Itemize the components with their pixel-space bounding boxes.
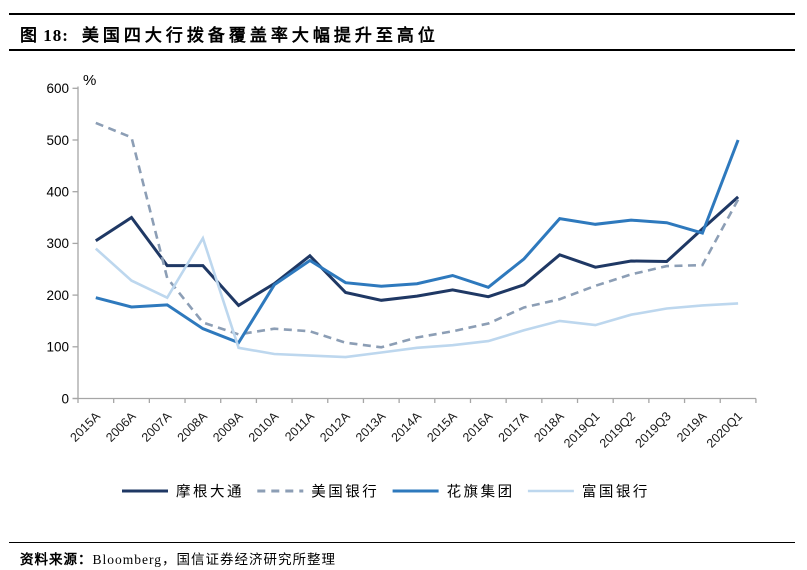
figure-number: 图 18: xyxy=(20,26,69,45)
x-category-label: 2008A xyxy=(175,409,211,445)
legend-label-jpmorgan-chase: 摩根大通 xyxy=(176,483,244,501)
source-label: 资料来源： xyxy=(20,552,93,567)
title-divider-rule xyxy=(9,49,795,51)
y-tick-label: 600 xyxy=(46,81,69,96)
x-category-label: 2012A xyxy=(317,409,353,445)
x-category-label: 2017A xyxy=(496,409,532,445)
source-text: Bloomberg，国信证券经济研究所整理 xyxy=(92,552,336,567)
series-line-bank-of-america xyxy=(95,121,740,349)
y-tick-label: 0 xyxy=(61,391,69,406)
legend-label-wells-fargo: 富国银行 xyxy=(582,483,650,501)
x-category-label: 2007A xyxy=(139,409,175,445)
y-tick-label: 300 xyxy=(46,236,69,251)
x-category-label: 2014A xyxy=(389,409,425,445)
x-category-label: 2013A xyxy=(353,409,389,445)
x-category-label: 2009A xyxy=(210,409,246,445)
x-category-label: 2006A xyxy=(103,409,139,445)
y-tick-label: 200 xyxy=(46,288,69,303)
y-tick-label: 100 xyxy=(46,340,69,355)
legend-label-citigroup: 花旗集团 xyxy=(447,484,515,501)
legend-label-bank-of-america: 美国银行 xyxy=(311,484,379,501)
series-line-citigroup xyxy=(95,139,740,345)
x-category-label: 2015A xyxy=(68,409,104,445)
x-category-label: 2020Q1 xyxy=(704,409,745,450)
series-line-wells-fargo xyxy=(94,235,739,359)
y-tick-label: 500 xyxy=(46,133,69,148)
source-note: 资料来源：Bloomberg，国信证券经济研究所整理 xyxy=(20,548,336,568)
y-tick-label: 400 xyxy=(46,185,69,200)
source-divider-rule xyxy=(9,542,795,544)
figure-title-text: 美国四大行拨备覆盖率大幅提升至高位 xyxy=(81,26,439,45)
x-category-label: 2019Q1 xyxy=(561,409,602,450)
x-category-label: 2019Q3 xyxy=(632,409,673,450)
x-category-label: 2019Q2 xyxy=(597,409,638,450)
figure-title: 图 18: 美国四大行拨备覆盖率大幅提升至高位 xyxy=(20,21,439,46)
series-line-jpmorgan-chase xyxy=(94,195,740,308)
x-category-label: 2015A xyxy=(424,409,460,445)
x-category-label: 2010A xyxy=(246,409,282,445)
y-axis-unit-label: % xyxy=(83,72,96,89)
x-category-label: 2011A xyxy=(282,409,317,444)
x-category-label: 2016A xyxy=(460,409,496,445)
top-rule xyxy=(9,13,795,15)
